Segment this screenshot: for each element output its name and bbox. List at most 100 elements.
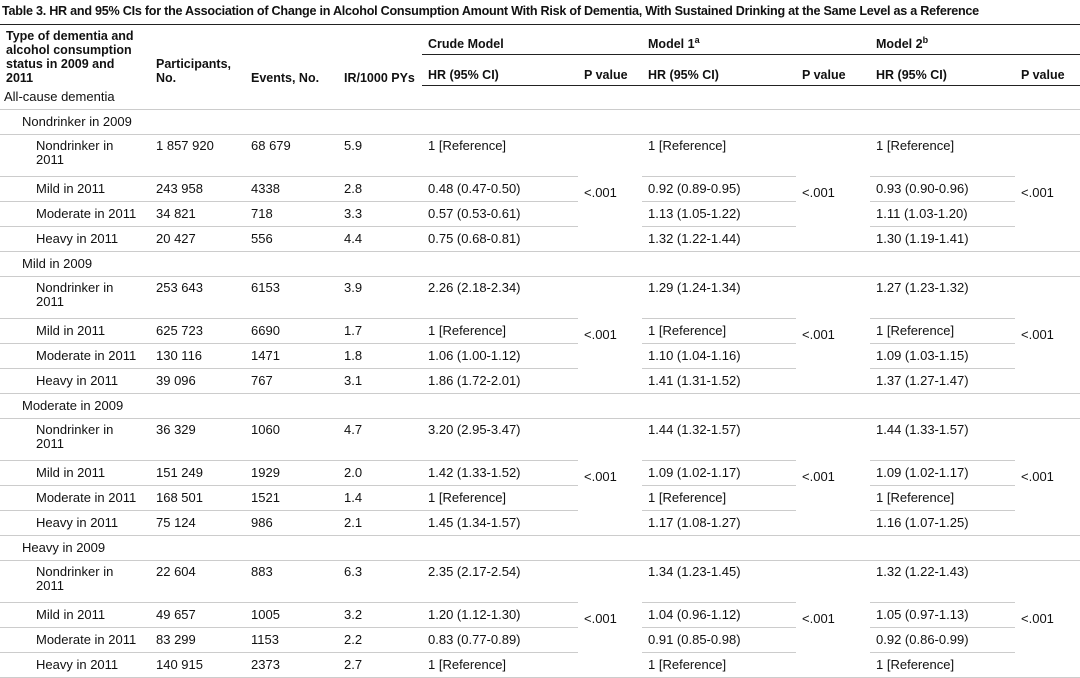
hr-cell: 0.91 (0.85-0.98) [642, 627, 797, 653]
header-cell: Model 1a [642, 25, 871, 56]
subheader-cell: HR (95% CI) [870, 54, 1016, 86]
p-value: <.001 [578, 560, 643, 678]
data-row: Heavy in 2011 75 124 986 2.1 1.45 (1.34-1.57… [0, 510, 1080, 536]
hr-cell: 1.09 (1.02-1.17) [870, 460, 1016, 486]
p-value: <.001 [796, 418, 871, 536]
hr-cell: 1 [Reference] [642, 134, 797, 177]
data-row: Moderate in 2011 130 116 1471 1.8 1.06 (1.00… [0, 343, 1080, 369]
hr-cell: 0.92 (0.86-0.99) [870, 627, 1016, 653]
cell: 2.8 [338, 176, 422, 202]
cell: 243 958 [150, 176, 245, 202]
cell: 718 [245, 201, 338, 227]
subheader-cell: HR (95% CI) [642, 54, 797, 86]
row-label: Nondrinker in 2011 [0, 134, 150, 177]
hr-cell: 1.86 (1.72-2.01) [422, 368, 578, 394]
cell: 556 [245, 226, 338, 252]
cell: 39 096 [150, 368, 245, 394]
data-row: Nondrinker in 2011 36 329 1060 4.7 3.20 (2.9… [0, 418, 1080, 536]
row-label: Nondrinker in 2011 [0, 276, 150, 319]
data-row: Mild in 2011 49 657 1005 3.2 1.20 (1.12-1.30… [0, 602, 1080, 628]
cell: 986 [245, 510, 338, 536]
row-label: Mild in 2011 [0, 602, 150, 628]
cell: 6153 [245, 276, 338, 319]
hr-cell: 1.41 (1.31-1.52) [642, 368, 797, 394]
footnote-mark: a [694, 34, 700, 45]
hr-cell: 1 [Reference] [422, 134, 578, 177]
results-table: Type of dementia and alcohol consumption… [0, 25, 1080, 678]
hr-cell: 1.13 (1.05-1.22) [642, 201, 797, 227]
header-row: HR (95% CI) P value HR (95% CI) P value HR (… [0, 54, 1080, 86]
cell: 168 501 [150, 485, 245, 511]
data-row: Moderate in 2011 168 501 1521 1.4 1 [Referen… [0, 485, 1080, 511]
data-row: Mild in 2011 625 723 6690 1.7 1 [Reference] 1… [0, 318, 1080, 344]
data-row: Nondrinker in 2011 22 604 883 6.3 2.35 (2.17… [0, 560, 1080, 678]
hr-cell: 1 [Reference] [422, 652, 578, 678]
cell: 2.0 [338, 460, 422, 486]
row-label: Nondrinker in 2011 [0, 418, 150, 461]
p-value: <.001 [796, 276, 871, 394]
row-label: Moderate in 2011 [0, 343, 150, 369]
cell: 2.7 [338, 652, 422, 678]
hr-cell: 1 [Reference] [870, 652, 1016, 678]
cell: 49 657 [150, 602, 245, 628]
cell: 5.9 [338, 134, 422, 177]
cell: 36 329 [150, 418, 245, 461]
header-cell: Model 2b [870, 25, 1080, 56]
cell: 151 249 [150, 460, 245, 486]
p-value: <.001 [796, 134, 871, 252]
hr-cell: 1.42 (1.33-1.52) [422, 460, 578, 486]
hr-cell: 1.32 (1.22-1.44) [642, 226, 797, 252]
hr-cell: 0.75 (0.68-0.81) [422, 226, 578, 252]
hr-cell: 1.37 (1.27-1.47) [870, 368, 1016, 394]
hr-cell: 1.09 (1.03-1.15) [870, 343, 1016, 369]
cell: 625 723 [150, 318, 245, 344]
hr-cell: 1.45 (1.34-1.57) [422, 510, 578, 536]
hr-cell: 1 [Reference] [642, 318, 797, 344]
cell: 1.4 [338, 485, 422, 511]
hr-cell: 1.44 (1.33-1.57) [870, 418, 1016, 461]
group-row: Nondrinker in 2009 [0, 109, 1080, 135]
table-header: Type of dementia and alcohol consumption… [0, 25, 1080, 86]
data-row: Heavy in 2011 20 427 556 4.4 0.75 (0.68-0.81… [0, 226, 1080, 252]
p-value: <.001 [796, 560, 871, 678]
row-label: Mild in 2011 [0, 318, 150, 344]
hr-cell: 1.16 (1.07-1.25) [870, 510, 1016, 536]
data-row: Moderate in 2011 34 821 718 3.3 0.57 (0.53-0… [0, 201, 1080, 227]
data-row: Nondrinker in 2011 1 857 920 68 679 5.9 1 [R… [0, 134, 1080, 252]
cell: 22 604 [150, 560, 245, 603]
table-body: All-cause dementia Nondrinker in 2009 Nond… [0, 85, 1080, 678]
row-label: Nondrinker in 2011 [0, 560, 150, 603]
hr-cell: 1 [Reference] [870, 318, 1016, 344]
data-row: Mild in 2011 151 249 1929 2.0 1.42 (1.33-1.5… [0, 460, 1080, 486]
data-row: Heavy in 2011 39 096 767 3.1 1.86 (1.72-2.01… [0, 368, 1080, 394]
hr-cell: 1 [Reference] [422, 485, 578, 511]
row-label: Mild in 2011 [0, 460, 150, 486]
hr-cell: 0.92 (0.89-0.95) [642, 176, 797, 202]
header-cell: Events, No. [251, 71, 320, 85]
cell: 2.1 [338, 510, 422, 536]
subheader-cell: P value [796, 54, 871, 86]
cell: 1153 [245, 627, 338, 653]
cell: 3.3 [338, 201, 422, 227]
cell: 2373 [245, 652, 338, 678]
header-cell: Participants, No. [156, 57, 232, 85]
cell: 1 857 920 [150, 134, 245, 177]
hr-cell: 0.57 (0.53-0.61) [422, 201, 578, 227]
cell: 6.3 [338, 560, 422, 603]
group-label: Moderate in 2009 [0, 393, 1080, 419]
header-text: Model 2 [876, 37, 923, 52]
cell: 1.8 [338, 343, 422, 369]
footnote-mark: b [922, 34, 929, 45]
subheader-cell: P value [578, 54, 643, 86]
hr-cell: 1.06 (1.00-1.12) [422, 343, 578, 369]
header-cell: Type of dementia and alcohol consumption… [6, 29, 134, 85]
hr-cell: 1 [Reference] [870, 134, 1016, 177]
p-value: <.001 [1015, 560, 1080, 678]
hr-cell: 0.83 (0.77-0.89) [422, 627, 578, 653]
hr-cell: 1.09 (1.02-1.17) [642, 460, 797, 486]
section-row: All-cause dementia [0, 85, 1080, 110]
hr-cell: 1.44 (1.32-1.57) [642, 418, 797, 461]
cell: 4.7 [338, 418, 422, 461]
group-label: Heavy in 2009 [0, 535, 1080, 561]
data-row: Mild in 2011 243 958 4338 2.8 0.48 (0.47-0.5… [0, 176, 1080, 202]
